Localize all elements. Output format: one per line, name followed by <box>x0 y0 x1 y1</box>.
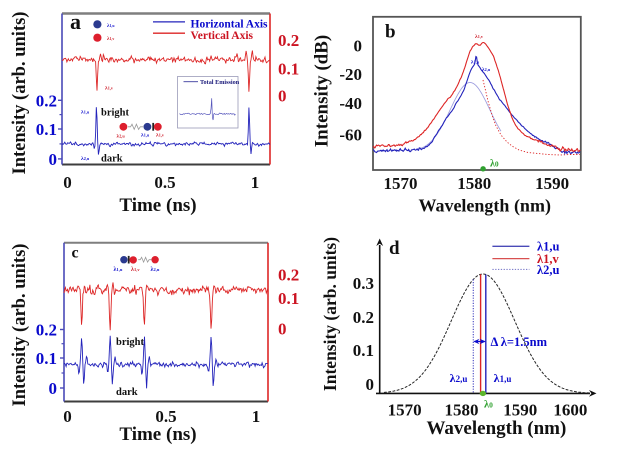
svg-text:0.2: 0.2 <box>278 266 299 285</box>
svg-text:λ0: λ0 <box>490 159 499 170</box>
svg-text:c: c <box>72 245 79 262</box>
svg-text:1: 1 <box>251 173 260 192</box>
svg-text:λ2,u: λ2,u <box>81 156 90 162</box>
svg-text:λ1,v: λ1,v <box>475 34 484 40</box>
svg-text:Time (ns): Time (ns) <box>119 424 196 445</box>
svg-text:Wavelength (nm): Wavelength (nm) <box>418 196 551 217</box>
svg-text:0.5: 0.5 <box>155 407 176 426</box>
svg-text:Wavelength (nm): Wavelength (nm) <box>426 418 566 439</box>
svg-text:0: 0 <box>354 36 363 55</box>
svg-text:0: 0 <box>49 379 58 398</box>
svg-text:Intensity (dB): Intensity (dB) <box>312 35 333 147</box>
svg-text:λ0: λ0 <box>484 400 493 411</box>
svg-text:b: b <box>385 22 396 43</box>
svg-text:Total Emission: Total Emission <box>200 79 240 86</box>
svg-text:0: 0 <box>63 407 72 426</box>
svg-text:λ1,v: λ1,v <box>537 252 560 266</box>
svg-text:Intensity (arb. units): Intensity (arb. units) <box>10 244 30 407</box>
svg-text:λ2,u: λ2,u <box>151 267 160 273</box>
svg-text:1570: 1570 <box>384 174 418 193</box>
svg-text:λ1,u: λ1,u <box>114 267 123 273</box>
svg-text:1580: 1580 <box>457 174 491 193</box>
svg-text:λ1,u: λ1,u <box>107 24 115 29</box>
svg-text:λ2,u: λ2,u <box>117 134 126 140</box>
svg-text:1570: 1570 <box>388 401 422 420</box>
svg-text:λ1,u: λ1,u <box>81 110 90 116</box>
svg-text:0: 0 <box>366 375 375 394</box>
svg-text:0.2: 0.2 <box>278 31 299 50</box>
svg-text:1590: 1590 <box>503 401 537 420</box>
svg-text:-20: -20 <box>339 65 362 84</box>
svg-text:0.1: 0.1 <box>36 349 57 368</box>
svg-text:Intensity (arb. units): Intensity (arb. units) <box>320 237 340 391</box>
svg-text:dark: dark <box>101 154 123 165</box>
svg-text:0.3: 0.3 <box>353 274 374 293</box>
svg-text:λ1,v: λ1,v <box>105 86 114 92</box>
svg-text:λ1,u: λ1,u <box>471 60 480 66</box>
svg-text:0: 0 <box>278 320 287 339</box>
svg-text:0.1: 0.1 <box>36 120 57 139</box>
svg-text:λ1,u: λ1,u <box>494 371 512 385</box>
svg-text:d: d <box>389 238 400 259</box>
svg-text:λ1,u: λ1,u <box>141 133 150 139</box>
svg-text:λ1,v: λ1,v <box>107 37 114 42</box>
svg-text:λ2,u: λ2,u <box>450 371 468 385</box>
svg-text:dark: dark <box>116 387 138 398</box>
svg-text:Horizontal Axis: Horizontal Axis <box>191 18 269 30</box>
svg-text:0.1: 0.1 <box>278 289 299 308</box>
svg-text:Vertical Axis: Vertical Axis <box>191 30 254 42</box>
svg-text:-40: -40 <box>339 94 362 113</box>
svg-text:-60: -60 <box>339 126 362 145</box>
svg-text:0: 0 <box>49 150 58 169</box>
svg-text:0: 0 <box>63 173 72 192</box>
svg-text:λ1,v: λ1,v <box>156 133 165 139</box>
svg-text:0.2: 0.2 <box>36 321 57 340</box>
svg-text:0.1: 0.1 <box>353 341 374 360</box>
svg-text:0: 0 <box>278 87 287 106</box>
svg-text:λ2,u: λ2,u <box>537 263 560 277</box>
svg-text:λ1,v: λ1,v <box>131 267 140 273</box>
svg-text:0.1: 0.1 <box>278 59 299 78</box>
svg-text:a: a <box>70 9 81 34</box>
svg-text:0.2: 0.2 <box>353 308 374 327</box>
svg-text:0.5: 0.5 <box>154 173 175 192</box>
svg-text:Δ λ=1.5nm: Δ λ=1.5nm <box>491 335 548 349</box>
svg-text:λ1,u: λ1,u <box>537 240 560 254</box>
svg-text:0.2: 0.2 <box>36 91 57 110</box>
svg-text:1600: 1600 <box>553 401 587 420</box>
svg-text:bright: bright <box>101 108 130 119</box>
svg-text:1: 1 <box>252 407 261 426</box>
svg-text:bright: bright <box>116 337 145 348</box>
svg-text:1580: 1580 <box>445 401 479 420</box>
svg-text:Time (ns): Time (ns) <box>119 195 196 216</box>
svg-text:λ2,u: λ2,u <box>482 67 491 73</box>
svg-text:Intensity (arb. units): Intensity (arb. units) <box>10 12 30 175</box>
svg-text:1590: 1590 <box>535 174 569 193</box>
